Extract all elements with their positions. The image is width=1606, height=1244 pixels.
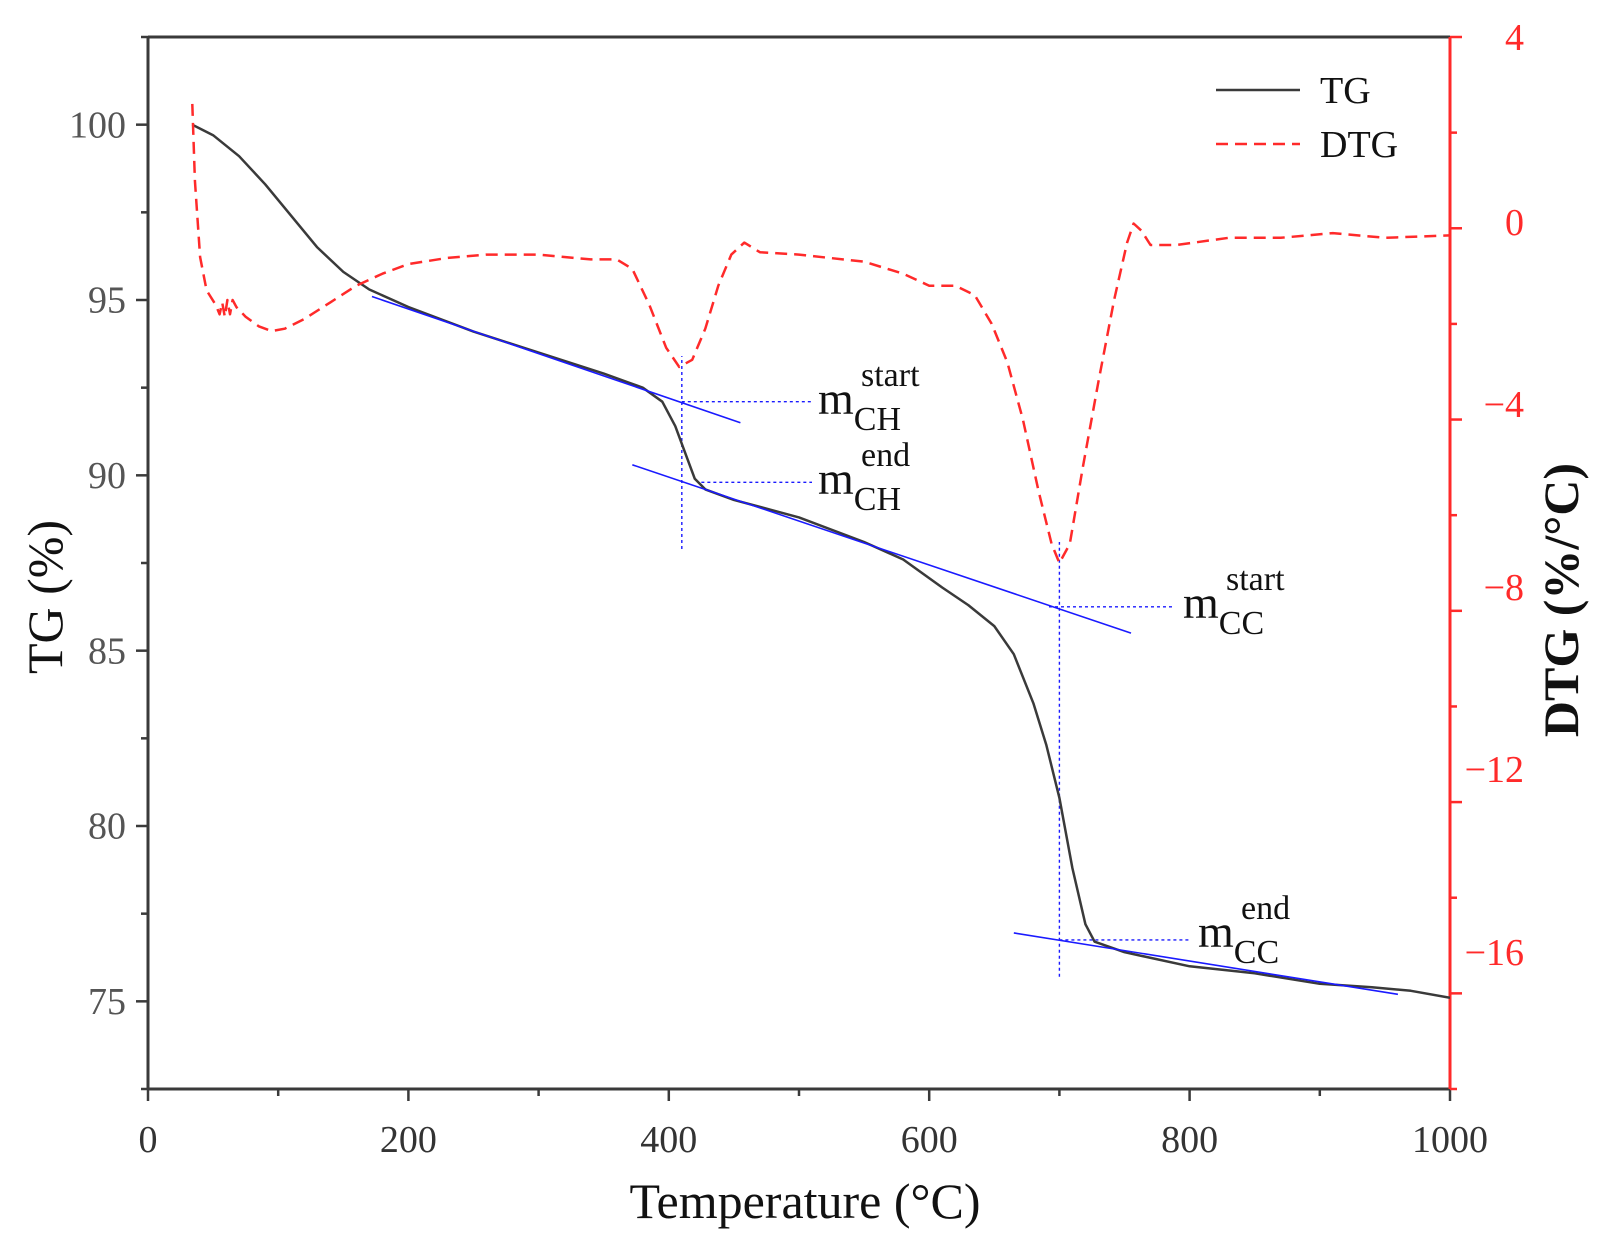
y-right-tick-label-minus8: −8 bbox=[1484, 567, 1524, 609]
y-left-tick-label-100: 100 bbox=[69, 104, 126, 146]
annotation-mch-start: mCH start bbox=[818, 357, 920, 438]
annotation-mch-end: mCH end bbox=[818, 437, 910, 518]
y-left-tick-label-95: 95 bbox=[88, 280, 126, 322]
marker-lines bbox=[681, 356, 1190, 977]
annotation-mcc-end: mCC end bbox=[1198, 890, 1290, 971]
y-right-tick-label-minus16: −16 bbox=[1465, 932, 1524, 974]
annotation-mcc-end-sub: CC bbox=[1234, 934, 1279, 971]
x-axis-title: Temperature (°C) bbox=[629, 1173, 980, 1229]
annotations: mCHstart mCHend mCCstart mCCend bbox=[818, 357, 1290, 971]
legend-label-dtg: DTG bbox=[1320, 124, 1398, 166]
annotation-mch-start-sub: CH bbox=[854, 401, 901, 438]
legend-label-tg: TG bbox=[1320, 70, 1371, 112]
annotation-mcc-start: mCC start bbox=[1183, 561, 1285, 642]
legend: TG DTG bbox=[1216, 70, 1398, 166]
x-tick-label-800: 800 bbox=[1161, 1119, 1218, 1161]
y-right-tick-label-4: 4 bbox=[1505, 17, 1524, 59]
tangent-line-1 bbox=[371, 295, 741, 424]
annotation-mcc-start-sub: CC bbox=[1219, 605, 1264, 642]
annotation-mch-end-sup: end bbox=[861, 437, 910, 474]
y-left-tick-label-75: 75 bbox=[88, 981, 126, 1023]
tangent-line-2 bbox=[632, 464, 1132, 634]
y-right-tick-label-minus12: −12 bbox=[1465, 749, 1524, 791]
annotation-mch-start-base: m bbox=[818, 373, 854, 424]
annotation-mch-end-sub: CH bbox=[854, 481, 901, 518]
y-left-tick-label-80: 80 bbox=[88, 806, 126, 848]
tangent-line-3 bbox=[1013, 932, 1399, 996]
plot-area bbox=[191, 103, 1450, 1000]
y-left-tick-label-90: 90 bbox=[88, 455, 126, 497]
x-tick-label-0: 0 bbox=[139, 1119, 158, 1161]
y-right-tick-label-minus4: −4 bbox=[1484, 384, 1524, 426]
annotation-mcc-start-sup: start bbox=[1226, 561, 1285, 598]
x-tick-label-200: 200 bbox=[380, 1119, 437, 1161]
series-lines bbox=[191, 103, 1450, 1000]
x-tick-label-1000: 1000 bbox=[1412, 1119, 1488, 1161]
x-tick-label-400: 400 bbox=[640, 1119, 697, 1161]
annotation-mch-end-base: m bbox=[818, 453, 854, 504]
y-left-axis-title: TG (%) bbox=[17, 520, 73, 674]
tangent-lines bbox=[371, 295, 1399, 996]
axis-ticks bbox=[136, 35, 1462, 1101]
y-right-tick-label-0: 0 bbox=[1505, 202, 1524, 244]
y-left-tick-labels: 75 80 85 90 95 100 bbox=[69, 104, 126, 1023]
y-left-tick-label-85: 85 bbox=[88, 630, 126, 672]
x-tick-label-600: 600 bbox=[901, 1119, 958, 1161]
annotation-mcc-start-base: m bbox=[1183, 577, 1219, 628]
y-right-tick-labels: 4 0 −4 −8 −12 −16 bbox=[1465, 17, 1524, 974]
x-tick-labels: 0 200 400 600 800 1000 bbox=[139, 1119, 1489, 1161]
series-line-dtg bbox=[191, 103, 1450, 565]
annotation-mcc-end-base: m bbox=[1198, 906, 1234, 957]
y-right-axis-title: DTG (%/°C) bbox=[1533, 463, 1589, 737]
annotation-mch-start-sup: start bbox=[861, 357, 920, 394]
annotation-mcc-end-sup: end bbox=[1241, 890, 1290, 927]
